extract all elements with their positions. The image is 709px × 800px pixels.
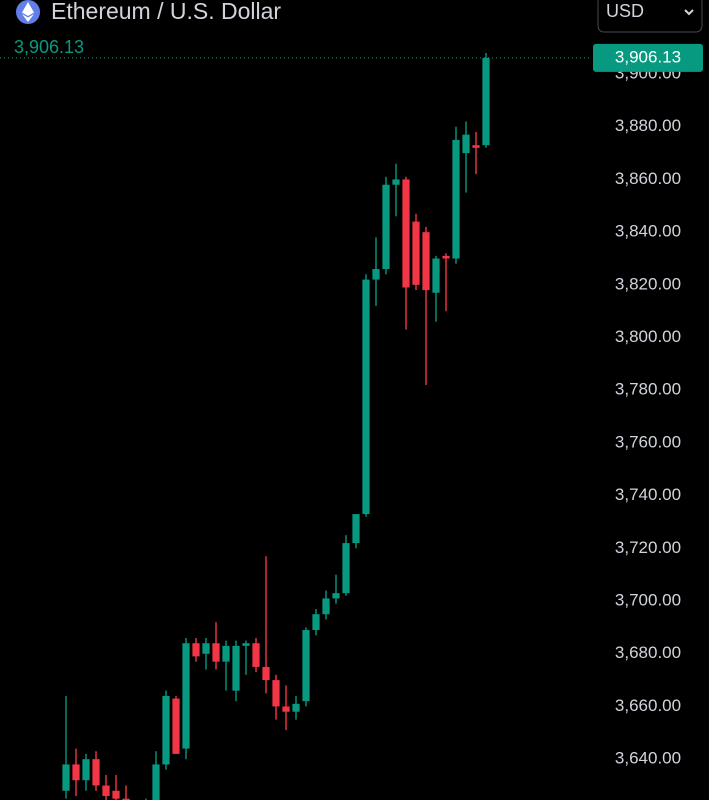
candle-body	[172, 698, 180, 754]
y-tick-label: 3,780.00	[615, 380, 681, 399]
y-tick-label: 3,700.00	[615, 591, 681, 610]
candle-body	[202, 643, 210, 654]
candle-body	[332, 593, 340, 599]
candle-body	[362, 279, 370, 515]
candle-body	[442, 255, 450, 259]
eth-icon-glyph	[22, 2, 34, 22]
candle-body	[162, 695, 170, 765]
candle-body	[282, 706, 290, 712]
chart-title: Ethereum / U.S. Dollar	[51, 0, 281, 24]
y-tick-label: 3,720.00	[615, 538, 681, 557]
candle-body	[92, 759, 100, 786]
candle-body	[72, 764, 80, 781]
candle-body	[272, 680, 280, 707]
candle-body	[432, 258, 440, 293]
candle-body	[112, 790, 120, 799]
y-axis: 3,640.00 3,660.00 3,680.00 3,700.00 3,720.00…	[592, 64, 681, 768]
candle-body	[262, 666, 270, 681]
candle-body	[382, 184, 390, 270]
candle-body	[412, 221, 420, 285]
y-tick-label: 3,760.00	[615, 432, 681, 451]
candle-body	[482, 57, 490, 146]
candle-body	[82, 759, 90, 781]
currency-select[interactable]	[597, 0, 703, 33]
y-tick-label: 3,740.00	[615, 485, 681, 504]
y-tick-label: 3,820.00	[615, 274, 681, 293]
chevron[interactable]	[684, 9, 694, 16]
candle-body	[242, 643, 250, 646]
candle-body	[212, 643, 220, 662]
candle-body	[342, 543, 350, 594]
last-price-label: 3,906.13	[615, 47, 681, 66]
candle-body	[122, 798, 130, 800]
y-tick-label: 3,800.00	[615, 327, 681, 346]
y-tick-label: 3,680.00	[615, 643, 681, 662]
candles	[62, 52, 490, 800]
candle-body	[192, 643, 200, 657]
last-price-box	[593, 43, 703, 72]
overlay: 3,906.13 3,906.13	[0, 37, 703, 72]
candle-body	[102, 785, 110, 797]
header-price: 3,906.13	[14, 37, 84, 57]
candle-body	[392, 179, 400, 185]
candle-body	[182, 643, 190, 749]
y-tick-label: 3,880.00	[615, 116, 681, 135]
candle-body	[152, 764, 160, 800]
candle-body	[62, 764, 70, 791]
candle-body	[322, 598, 330, 615]
candle-body	[352, 514, 360, 544]
candle-body	[372, 269, 380, 280]
y-tick-label: 3,640.00	[615, 749, 681, 768]
y-tick-label: 3,840.00	[615, 222, 681, 241]
candle-body	[232, 645, 240, 691]
candle-body	[252, 643, 260, 667]
candle-body	[422, 232, 430, 291]
candle-body	[312, 614, 320, 631]
candle-body	[462, 134, 470, 154]
candle-body	[292, 703, 300, 712]
header: Ethereum / U.S. Dollar USD	[16, 0, 703, 33]
y-tick-label: 3,660.00	[615, 696, 681, 715]
candle-body	[452, 139, 460, 259]
y-tick-label: 3,860.00	[615, 169, 681, 188]
candle-body	[472, 145, 480, 148]
candle-body	[302, 630, 310, 702]
candle-body	[402, 179, 410, 288]
candle-body	[222, 645, 230, 662]
currency-label[interactable]: USD	[606, 1, 644, 21]
